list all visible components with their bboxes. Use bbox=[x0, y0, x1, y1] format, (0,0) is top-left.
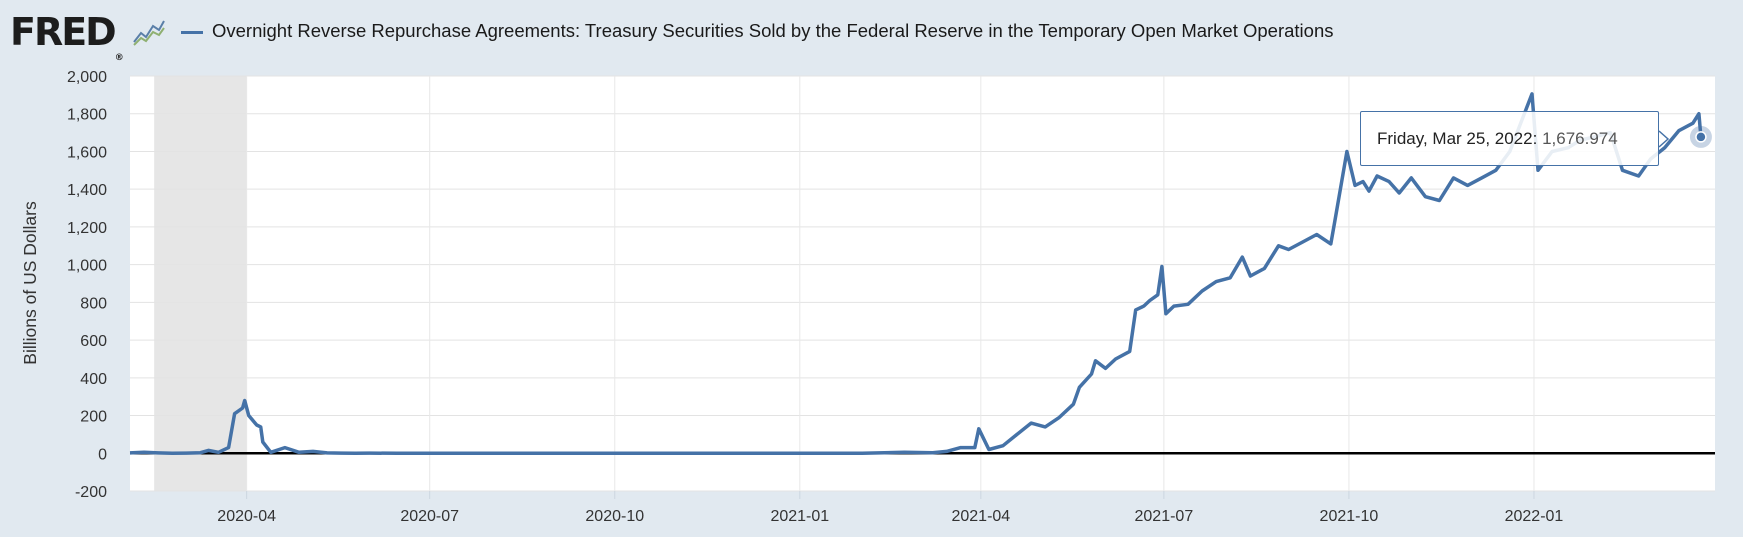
fred-logo-registered-mark: ® bbox=[114, 53, 124, 63]
y-tick-label: 1,600 bbox=[67, 144, 107, 161]
fred-logo-text: FRED bbox=[10, 10, 117, 54]
y-tick-label: 800 bbox=[80, 295, 107, 312]
x-tick-label: 2020-04 bbox=[217, 508, 276, 525]
x-tick-label: 2021-07 bbox=[1135, 508, 1194, 525]
x-axis: 2020-04 2020-07 2020-10 2021-01 2021-04 2021-… bbox=[217, 491, 1563, 525]
y-tick-label: 200 bbox=[80, 409, 107, 426]
tooltip-date: Friday, Mar 25, 2022: bbox=[1377, 129, 1538, 148]
series-layer bbox=[129, 92, 1712, 456]
y-tick-label: 2,000 bbox=[67, 69, 107, 86]
y-axis-label: Billions of US Dollars bbox=[20, 201, 40, 365]
x-tick-label: 2022-01 bbox=[1505, 508, 1564, 525]
series-line[interactable] bbox=[129, 92, 1703, 456]
legend-swatch bbox=[181, 31, 203, 34]
y-axis: -200 0 200 400 600 800 1,000 1,200 1,400 1,600 1,8… bbox=[67, 69, 107, 501]
header: FRED® Overnight Reverse Repurchase Agree… bbox=[0, 0, 1743, 66]
x-tick-label: 2021-10 bbox=[1320, 508, 1379, 525]
y-tick-label: -200 bbox=[75, 484, 107, 501]
y-tick-label: 400 bbox=[80, 371, 107, 388]
line-graph-icon bbox=[133, 20, 165, 46]
y-tick-label: 600 bbox=[80, 333, 107, 350]
hover-point[interactable] bbox=[1695, 131, 1707, 143]
recession-shading-layer bbox=[154, 76, 247, 491]
y-tick-label: 1,800 bbox=[67, 107, 107, 124]
data-tooltip: Friday, Mar 25, 2022: 1,676.974 bbox=[1360, 111, 1659, 166]
y-tick-label: 1,200 bbox=[67, 220, 107, 237]
y-tick-label: 0 bbox=[98, 446, 107, 463]
tooltip-pointer bbox=[1658, 130, 1670, 148]
series-title[interactable]: Overnight Reverse Repurchase Agreements:… bbox=[212, 20, 1334, 41]
y-tick-label: 1,000 bbox=[67, 258, 107, 275]
tooltip-value: 1,676.974 bbox=[1542, 129, 1618, 148]
recession-band bbox=[154, 76, 247, 491]
y-tick-label: 1,400 bbox=[67, 182, 107, 199]
x-tick-label: 2021-01 bbox=[770, 508, 829, 525]
x-tick-label: 2020-10 bbox=[585, 508, 644, 525]
x-tick-label: 2020-07 bbox=[400, 508, 459, 525]
x-tick-label: 2021-04 bbox=[951, 508, 1010, 525]
fred-logo[interactable]: FRED® bbox=[10, 10, 124, 63]
